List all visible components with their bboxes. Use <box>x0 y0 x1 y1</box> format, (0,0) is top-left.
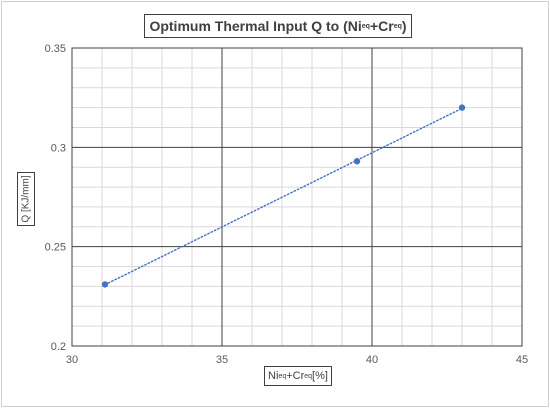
title-text: +Cr <box>369 18 394 34</box>
x-axis-label-text: +Cr <box>286 370 305 382</box>
x-tick-label: 30 <box>66 354 78 366</box>
trendline <box>104 107 463 286</box>
x-tick-label: 35 <box>216 354 228 366</box>
title-text: ) <box>401 18 407 34</box>
y-axis-label: Q [KJ/mm] <box>17 172 35 226</box>
x-axis-label-text: [%] <box>312 370 328 382</box>
x-axis-label-text: Ni <box>268 370 279 382</box>
y-tick-label: 0.3 <box>51 142 66 154</box>
y-tick-label: 0.25 <box>45 242 66 254</box>
title-text: Optimum Thermal Input Q to (Ni <box>149 18 362 34</box>
x-axis-label: Ni eq +Cr eq [%] <box>264 366 332 386</box>
x-axis-label-subscript: eq <box>304 372 313 380</box>
chart-title: Optimum Thermal Input Q to (Ni eq +Cr eq) <box>144 14 412 38</box>
plot-area-border <box>71 47 523 347</box>
data-point <box>353 158 361 165</box>
data-point <box>101 281 109 288</box>
data-point <box>458 104 466 111</box>
y-tick-label: 0.35 <box>45 43 66 55</box>
title-subscript: eq <box>393 22 402 30</box>
x-axis-label-subscript: eq <box>278 372 287 380</box>
x-tick-label: 45 <box>516 354 528 366</box>
title-subscript: eq <box>361 22 370 30</box>
y-axis-label-text: Q [KJ/mm] <box>20 175 32 223</box>
y-tick-label: 0.2 <box>51 341 66 353</box>
x-tick-label: 40 <box>366 354 378 366</box>
